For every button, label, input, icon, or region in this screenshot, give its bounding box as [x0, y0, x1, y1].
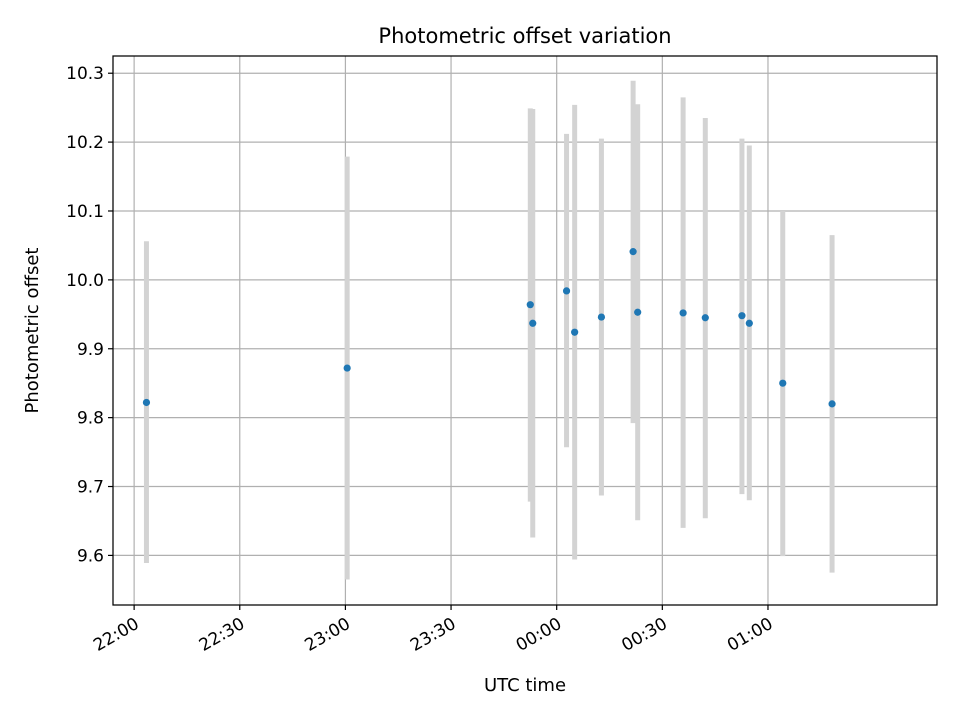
- y-tick-label: 10.1: [66, 202, 104, 222]
- data-point: [571, 328, 579, 336]
- x-tick-label: 01:00: [724, 614, 776, 656]
- axis-ticks: 22:00 22:30 23:00 23:30 00:00 00:30 01:00 9.6 9.…: [66, 64, 776, 656]
- y-tick-label: 9.8: [77, 409, 104, 429]
- data-point: [562, 287, 571, 295]
- y-axis-title: Photometric offset: [22, 248, 43, 414]
- data-point: [745, 319, 753, 327]
- grid-lines: [113, 56, 937, 605]
- data-point: [701, 314, 709, 322]
- plot-frame: [112, 55, 938, 606]
- data-point: [597, 313, 606, 321]
- chart-title: Photometric offset variation: [378, 24, 671, 48]
- x-tick-label: 00:00: [513, 614, 565, 656]
- y-tick-label: 10.3: [66, 64, 104, 84]
- y-tick-label: 9.6: [77, 546, 104, 566]
- data-point: [738, 312, 746, 320]
- data-point: [526, 301, 534, 309]
- x-tick-label: 22:30: [196, 614, 248, 656]
- x-axis-title: UTC time: [484, 675, 566, 696]
- x-tick-label: 22:00: [90, 614, 142, 656]
- data-point: [679, 309, 687, 317]
- data-points: [142, 248, 836, 408]
- y-tick-label: 9.7: [77, 478, 104, 498]
- y-tick-label: 10.0: [66, 271, 104, 291]
- data-point: [529, 319, 537, 327]
- data-point: [343, 364, 351, 372]
- x-tick-label: 23:30: [407, 614, 459, 656]
- x-tick-label: 00:30: [618, 614, 670, 656]
- data-point: [779, 379, 787, 387]
- data-point: [828, 400, 836, 408]
- data-point: [634, 308, 642, 316]
- data-point: [629, 248, 637, 256]
- error-bars: [143, 80, 835, 580]
- data-point: [142, 398, 151, 407]
- y-tick-label: 10.2: [66, 133, 104, 153]
- y-tick-label: 9.9: [77, 340, 104, 360]
- x-tick-label: 23:00: [301, 614, 353, 656]
